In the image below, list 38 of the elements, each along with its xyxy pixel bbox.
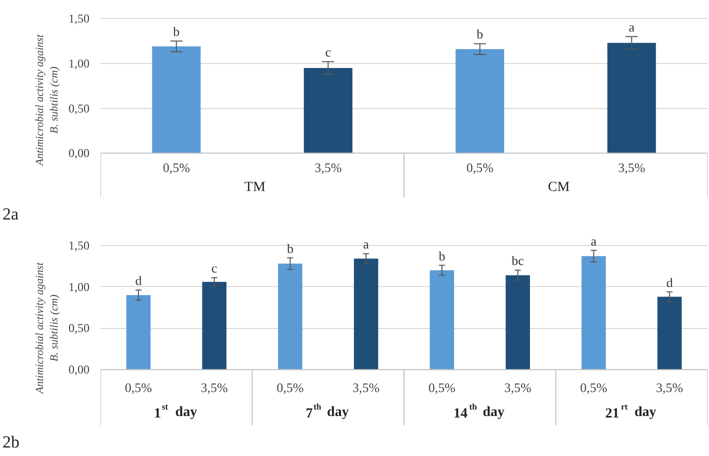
x-tick-label: 3,5% xyxy=(656,380,684,395)
y-tick-label: 1,50 xyxy=(68,12,90,26)
x-tick-label: 0,5% xyxy=(124,380,152,395)
y-tick-label: 1,50 xyxy=(68,238,90,252)
data-label: a xyxy=(590,233,597,248)
data-label: b xyxy=(173,24,180,40)
x-tick-label: 0,5% xyxy=(428,380,456,395)
y-tick-label: 0,50 xyxy=(68,321,90,336)
data-label: bc xyxy=(512,253,524,268)
data-label: b xyxy=(438,248,446,264)
y-axis-title: Antimicrobial activity against B. subtilis (cm) xyxy=(34,262,60,394)
x-tick-label: 3,5% xyxy=(314,160,342,175)
x-tick-label: 0,5% xyxy=(580,380,608,395)
y-tick-label: 0,50 xyxy=(68,101,90,116)
text: TM xyxy=(244,180,266,195)
x-tick-label: 3,5% xyxy=(352,380,380,395)
x-tick-label: 0,5% xyxy=(466,160,494,175)
x-tick-label: 3,5% xyxy=(618,160,646,175)
x-tick-label: 3,5% xyxy=(200,380,228,395)
y-tick-label: 1,00 xyxy=(68,280,90,294)
data-label: b xyxy=(476,26,484,42)
text: 2b xyxy=(2,432,20,452)
y-tick-label: 0,00 xyxy=(68,146,90,160)
data-label: c xyxy=(325,44,332,60)
data-label: d xyxy=(135,273,142,288)
data-label: a xyxy=(628,20,635,35)
text: 2a xyxy=(2,204,19,224)
data-label: a xyxy=(363,236,370,252)
x-tick-label: 0,5% xyxy=(162,160,190,175)
y-axis-title: Antimicrobial activity against B. subtilis (cm) xyxy=(34,34,60,166)
x-tick-label: 0,5% xyxy=(276,380,304,395)
text: CM xyxy=(548,180,570,195)
y-tick-label: 1,00 xyxy=(68,56,90,70)
data-label: c xyxy=(211,260,218,276)
data-label: b xyxy=(286,240,294,256)
data-label: d xyxy=(666,274,674,290)
x-tick-label: 3,5% xyxy=(504,380,532,395)
y-tick-label: 0,00 xyxy=(68,362,90,377)
